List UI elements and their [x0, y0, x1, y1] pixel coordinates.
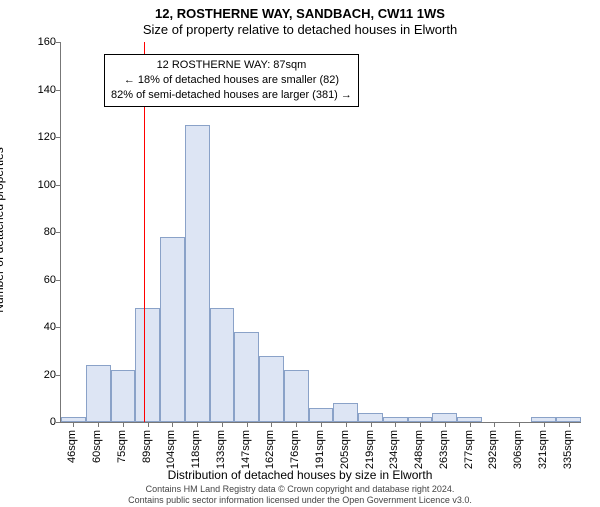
chart-title-main: 12, ROSTHERNE WAY, SANDBACH, CW11 1WS — [0, 0, 600, 21]
xtick-label: 248sqm — [413, 430, 425, 469]
xtick-mark — [73, 422, 74, 427]
histogram-bar — [185, 125, 210, 422]
annotation-box: 12 ROSTHERNE WAY: 87sqm← 18% of detached… — [104, 54, 359, 107]
xtick-label: 176sqm — [289, 430, 301, 469]
annotation-line: 12 ROSTHERNE WAY: 87sqm — [111, 58, 352, 73]
y-axis-label: Number of detached properties — [0, 147, 6, 312]
ytick-mark — [56, 42, 61, 43]
ytick-label: 0 — [26, 416, 56, 428]
footer-line1: Contains HM Land Registry data © Crown c… — [146, 484, 455, 494]
histogram-bar — [309, 408, 334, 422]
chart-container: 12, ROSTHERNE WAY, SANDBACH, CW11 1WS Si… — [0, 0, 600, 500]
xtick-label: 205sqm — [339, 430, 351, 469]
xtick-mark — [98, 422, 99, 427]
ytick-mark — [56, 375, 61, 376]
histogram-bar — [259, 356, 284, 423]
ytick-mark — [56, 90, 61, 91]
ytick-mark — [56, 185, 61, 186]
xtick-mark — [296, 422, 297, 427]
xtick-label: 89sqm — [141, 430, 153, 463]
ytick-mark — [56, 422, 61, 423]
xtick-mark — [247, 422, 248, 427]
xtick-label: 321sqm — [537, 430, 549, 469]
xtick-label: 75sqm — [116, 430, 128, 463]
xtick-label: 46sqm — [66, 430, 78, 463]
histogram-bar — [135, 308, 160, 422]
xtick-mark — [420, 422, 421, 427]
ytick-label: 120 — [26, 131, 56, 143]
ytick-mark — [56, 327, 61, 328]
chart-title-sub: Size of property relative to detached ho… — [0, 21, 600, 37]
footer-line2: Contains public sector information licen… — [128, 495, 472, 505]
xtick-mark — [569, 422, 570, 427]
ytick-mark — [56, 137, 61, 138]
xtick-label: 133sqm — [215, 430, 227, 469]
histogram-bar — [86, 365, 111, 422]
xtick-mark — [197, 422, 198, 427]
xtick-mark — [544, 422, 545, 427]
ytick-label: 40 — [26, 321, 56, 333]
xtick-label: 191sqm — [314, 430, 326, 469]
histogram-bar — [160, 237, 185, 422]
xtick-label: 292sqm — [487, 430, 499, 469]
ytick-label: 60 — [26, 274, 56, 286]
xtick-mark — [395, 422, 396, 427]
plot-area: 12 ROSTHERNE WAY: 87sqm← 18% of detached… — [60, 42, 581, 423]
ytick-label: 80 — [26, 226, 56, 238]
histogram-bar — [234, 332, 259, 422]
histogram-bar — [333, 403, 358, 422]
xtick-label: 104sqm — [165, 430, 177, 469]
xtick-mark — [346, 422, 347, 427]
xtick-label: 219sqm — [364, 430, 376, 469]
xtick-mark — [148, 422, 149, 427]
ytick-mark — [56, 280, 61, 281]
xtick-label: 234sqm — [388, 430, 400, 469]
xtick-label: 60sqm — [91, 430, 103, 463]
xtick-mark — [271, 422, 272, 427]
xtick-label: 277sqm — [463, 430, 475, 469]
xtick-mark — [123, 422, 124, 427]
annotation-line: ← 18% of detached houses are smaller (82… — [111, 73, 352, 88]
histogram-bar — [111, 370, 136, 422]
histogram-bar — [358, 413, 383, 423]
xtick-label: 147sqm — [240, 430, 252, 469]
footer-attribution: Contains HM Land Registry data © Crown c… — [0, 484, 600, 507]
ytick-label: 100 — [26, 179, 56, 191]
xtick-mark — [445, 422, 446, 427]
ytick-label: 160 — [26, 36, 56, 48]
histogram-bar — [432, 413, 457, 423]
xtick-label: 335sqm — [562, 430, 574, 469]
x-axis-label: Distribution of detached houses by size … — [0, 468, 600, 482]
xtick-mark — [321, 422, 322, 427]
ytick-label: 20 — [26, 369, 56, 381]
xtick-mark — [222, 422, 223, 427]
histogram-bar — [210, 308, 235, 422]
xtick-label: 263sqm — [438, 430, 450, 469]
annotation-line: 82% of semi-detached houses are larger (… — [111, 88, 352, 103]
xtick-mark — [470, 422, 471, 427]
xtick-mark — [172, 422, 173, 427]
ytick-label: 140 — [26, 84, 56, 96]
ytick-mark — [56, 232, 61, 233]
xtick-label: 162sqm — [264, 430, 276, 469]
histogram-bar — [284, 370, 309, 422]
xtick-mark — [371, 422, 372, 427]
xtick-label: 118sqm — [190, 430, 202, 468]
xtick-mark — [494, 422, 495, 427]
xtick-label: 306sqm — [512, 430, 524, 469]
xtick-mark — [519, 422, 520, 427]
